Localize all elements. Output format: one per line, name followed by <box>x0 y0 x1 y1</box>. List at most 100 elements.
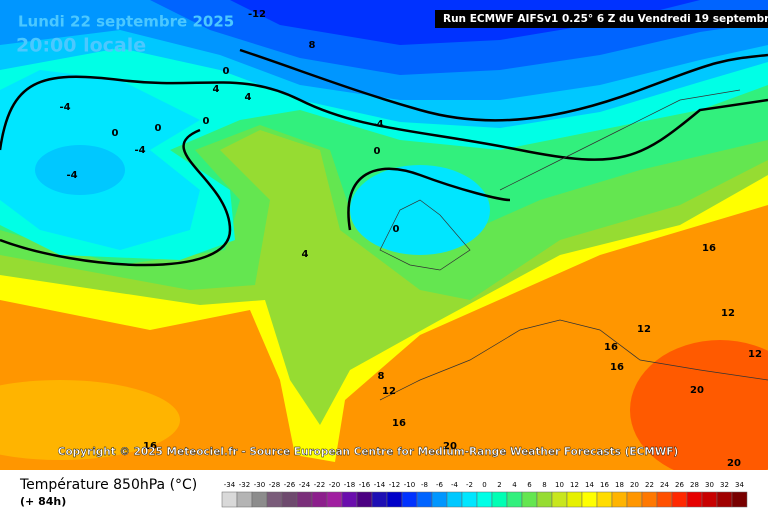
legend-swatch <box>536 491 553 508</box>
contours <box>0 48 768 267</box>
contour-label: 4 <box>302 249 309 260</box>
legend-swatch <box>626 491 643 508</box>
legend-swatch <box>461 491 478 508</box>
coast <box>499 89 741 191</box>
time: 20:00 locale <box>16 35 146 57</box>
contour-label: 12 <box>382 386 396 397</box>
contour-label: 16 <box>604 342 618 353</box>
legend-tick-label: 8 <box>542 481 546 489</box>
legend-swatch <box>596 491 613 508</box>
contour-label: -12 <box>248 9 266 20</box>
legend-tick-label: 24 <box>660 481 669 489</box>
legend-swatch <box>581 491 598 508</box>
legend-tick-label: -28 <box>269 481 280 489</box>
legend-swatch <box>416 491 433 508</box>
legend-swatch <box>731 491 748 508</box>
legend-swatch <box>311 491 328 508</box>
contour-label: -4 <box>372 119 383 130</box>
coast <box>379 199 471 271</box>
legend-tick-label: -32 <box>239 481 250 489</box>
legend-tick-label: -16 <box>359 481 371 489</box>
legend-tick-label: 28 <box>690 481 699 489</box>
legend-tick-label: 26 <box>675 481 684 489</box>
footer-title: Température 850hPa (°C) <box>19 477 197 493</box>
contour-line <box>347 167 511 231</box>
contour-label: 4 <box>213 84 220 95</box>
legend-tick-label: 18 <box>615 481 624 489</box>
legend-swatch <box>551 491 568 508</box>
legend-swatch <box>521 491 538 508</box>
legend-tick-label: 2 <box>497 481 501 489</box>
legend-swatch <box>641 491 658 508</box>
legend-tick-label: -4 <box>451 481 459 489</box>
legend-tick-label: -20 <box>329 481 340 489</box>
contour-label: 16 <box>392 418 406 429</box>
legend-tick-label: -2 <box>466 481 473 489</box>
legend-swatch <box>356 491 373 508</box>
legend-tick-label: -6 <box>436 481 444 489</box>
contour-label: 16 <box>702 243 716 254</box>
legend-tick-label: 12 <box>570 481 579 489</box>
region <box>35 145 125 195</box>
legend-swatch <box>701 491 718 508</box>
legend-swatch <box>506 491 523 508</box>
contour-label: -4 <box>59 102 70 113</box>
legend-tick-label: 0 <box>482 481 486 489</box>
legend-swatch <box>656 491 673 508</box>
legend-swatch <box>296 491 313 508</box>
legend-tick-label: 16 <box>600 481 609 489</box>
legend-tick-label: 4 <box>512 481 517 489</box>
contour-label: 0 <box>374 146 381 157</box>
contour-line <box>239 48 768 122</box>
contour-label: 0 <box>112 128 119 139</box>
legend-swatch <box>491 491 508 508</box>
legend-tick-label: -8 <box>421 481 428 489</box>
contour-label: 0 <box>223 66 230 77</box>
legend-tick-label: -34 <box>224 481 236 489</box>
legend-swatch <box>281 491 298 508</box>
contour-line <box>0 75 768 161</box>
contour-label: 12 <box>637 324 651 335</box>
legend-tick-label: -14 <box>374 481 386 489</box>
coastlines <box>379 89 768 401</box>
legend-tick-label: 34 <box>735 481 744 489</box>
coast <box>379 319 768 401</box>
contour-line <box>0 128 232 267</box>
legend-swatch <box>371 491 388 508</box>
run-info: Run ECMWF AIFSv1 0.25° 6 Z du Vendredi 1… <box>443 13 768 25</box>
legend-tick-label: -30 <box>254 481 265 489</box>
contour-label: 12 <box>748 349 762 360</box>
run-box <box>435 10 768 28</box>
legend-swatch <box>251 491 268 508</box>
legend-tick-label: -26 <box>284 481 296 489</box>
contour-label: -4 <box>66 170 77 181</box>
legend-swatch <box>386 491 403 508</box>
legend-swatch <box>476 491 493 508</box>
legend-swatch <box>341 491 358 508</box>
contour-label: 8 <box>309 40 316 51</box>
legend-swatch <box>686 491 703 508</box>
region <box>350 165 490 255</box>
legend: -34 -32 -30 -28 -26 -24 -22 -20 -18 -16 -14 -12 -10-… <box>221 481 748 508</box>
contour-label: 20 <box>443 441 457 452</box>
legend-swatch <box>401 491 418 508</box>
contour-label: 0 <box>203 116 210 127</box>
legend-tick-label: -18 <box>344 481 355 489</box>
legend-tick-label: -10 <box>404 481 415 489</box>
date: Lundi 22 septembre 2025 <box>18 13 234 31</box>
legend-swatch <box>236 491 253 508</box>
contour-label: 16 <box>143 441 157 452</box>
legend-swatch <box>326 491 343 508</box>
contour-label: 8 <box>378 371 385 382</box>
contour-label: 0 <box>155 123 162 134</box>
legend-tick-label: 10 <box>555 481 564 489</box>
legend-tick-label: -24 <box>299 481 311 489</box>
contour-label: 4 <box>245 92 252 103</box>
contour-label: 20 <box>690 385 704 396</box>
legend-tick-label: -22 <box>314 481 325 489</box>
warm-area <box>0 380 180 460</box>
legend-tick-label: 30 <box>705 481 714 489</box>
legend-tick-label: 20 <box>630 481 639 489</box>
